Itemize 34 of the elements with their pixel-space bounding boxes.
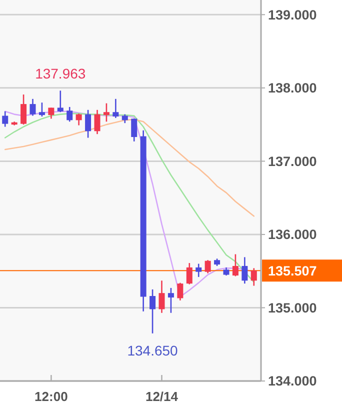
y-tick-label: 139.000 <box>268 7 317 22</box>
candlestick <box>76 112 82 126</box>
y-tick-label: 135.000 <box>268 300 317 316</box>
candlestick <box>242 256 248 284</box>
x-tick-label: 12/14 <box>145 389 179 404</box>
candlestick <box>66 106 73 122</box>
y-tick-label: 138.000 <box>268 80 317 96</box>
candlestick <box>131 118 138 142</box>
annotation: 134.650 <box>127 342 178 358</box>
candlestick <box>38 102 45 118</box>
candlestick <box>177 282 184 302</box>
candlestick <box>20 94 27 126</box>
candlestick <box>196 263 202 278</box>
candlestick <box>85 109 92 138</box>
candlestick <box>48 107 54 120</box>
candlestick <box>168 287 174 314</box>
candlestick <box>150 288 156 334</box>
candlestick <box>94 109 100 135</box>
y-tick-label: 134.000 <box>268 374 317 389</box>
candlestick <box>30 98 36 116</box>
candlestick <box>250 268 257 286</box>
candlestick <box>232 254 238 277</box>
x-tick-label: 12:00 <box>34 389 68 404</box>
candlestick <box>103 102 110 122</box>
annotation: 137.963 <box>35 66 86 82</box>
candlestick <box>204 259 211 274</box>
ref-line-label: 135.507 <box>268 263 317 278</box>
y-tick-label: 137.000 <box>268 154 317 169</box>
y-tick-label: 136.000 <box>268 227 317 242</box>
candlestick <box>2 110 8 128</box>
candlestick <box>57 90 64 113</box>
candlestick <box>112 98 119 119</box>
candlestick <box>186 262 192 285</box>
candlestick <box>158 280 165 314</box>
